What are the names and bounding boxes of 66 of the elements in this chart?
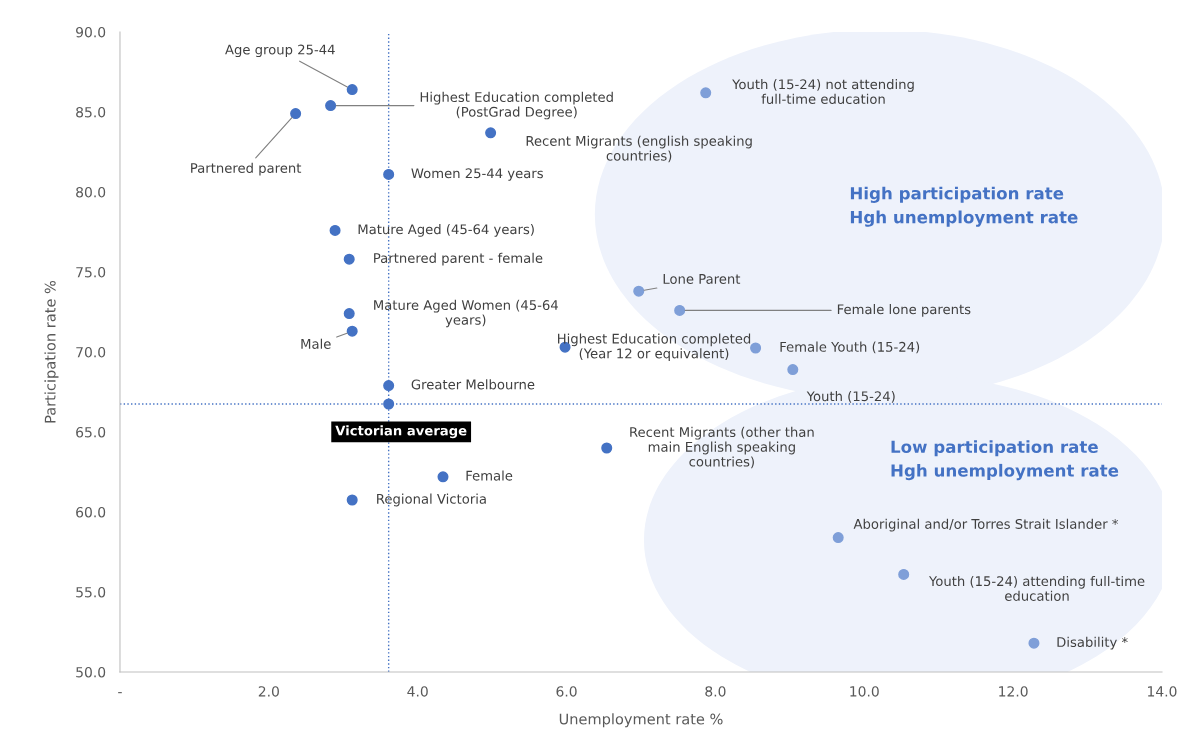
y-tick-label: 55.0 (76, 586, 106, 598)
x-tick-label: - (118, 692, 122, 694)
y-tick-label: 75.0 (76, 266, 106, 278)
annotation: Lone Parent (663, 274, 741, 284)
point (383, 168, 395, 180)
annotation: Youth (15-24) attending full-time education (928, 575, 1145, 601)
annotation: Male (301, 338, 331, 349)
point (674, 304, 686, 316)
annotation: Highest Education completed (Year 12 or equivalent) (558, 333, 751, 361)
point (898, 568, 910, 580)
x-tick-label: 12.0 (999, 686, 1028, 697)
point (290, 108, 302, 120)
point (343, 253, 355, 265)
point (832, 532, 844, 544)
y-tick-label: 80.0 (76, 186, 106, 198)
point (700, 87, 712, 99)
annotation: Victorian average (335, 425, 467, 439)
x-tick-label: 8.0 (705, 686, 726, 697)
annotation: Recent Migrants (other than main English speaking countries) (630, 426, 814, 469)
annotation: Low participation rate Hgh unemployment rate (891, 440, 1119, 481)
y-tick-label: 65.0 (76, 426, 106, 438)
annotation: Regional Victoria (377, 493, 486, 507)
x-tick-label: 6.0 (556, 686, 577, 697)
point (787, 364, 799, 376)
point (346, 494, 358, 506)
x-tick-label: 10.0 (850, 686, 879, 697)
annotation: Greater Melbourne (411, 379, 535, 390)
point (346, 84, 358, 96)
y-axis-title: Participation rate % (44, 280, 59, 423)
y-tick-label: 70.0 (76, 346, 106, 358)
point (329, 224, 341, 236)
point (750, 342, 762, 354)
annotation: Age group 25-44 (225, 44, 335, 58)
annotation: Mature Aged (45-64 years) (358, 224, 534, 237)
x-tick-label: 14.0 (1148, 686, 1177, 697)
annotation: Female lone parents (837, 304, 971, 317)
point (383, 380, 395, 392)
x-tick-label: 2.0 (258, 686, 279, 697)
annotation: Partnered parent - female (374, 252, 543, 266)
y-tick-label: 50.0 (76, 666, 106, 678)
annotation: Mature Aged Women (45-64 years) (374, 299, 558, 328)
annotation: Highest Education completed (PostGrad Degree) (420, 91, 613, 120)
y-tick-label: 90.0 (76, 26, 106, 38)
x-tick-label: 4.0 (407, 686, 428, 697)
x-axis-title: Unemployment rate % (559, 713, 723, 728)
point (437, 471, 449, 483)
annotation: Female Youth (15-24) (780, 341, 920, 354)
annotation: Aboriginal and/or Torres Strait Islander * (853, 518, 1119, 532)
annotation: Partnered parent (191, 162, 302, 176)
annotation: Youth (15-24) (806, 390, 895, 403)
annotation: Female (466, 470, 513, 481)
point (346, 325, 358, 337)
annotation: Recent Migrants (english speaking countries) (526, 135, 752, 163)
point (383, 398, 395, 410)
annotation: High participation rate Hgh unemployment rate (850, 186, 1078, 227)
y-tick-label: 60.0 (76, 506, 106, 518)
point (1028, 637, 1040, 649)
annotation: Youth (15-24) not attending full-time education (732, 79, 914, 104)
point (343, 308, 355, 320)
point (601, 442, 613, 454)
annotation: Women 25-44 years (411, 168, 543, 181)
point (325, 100, 337, 112)
annotation: Disability * (1057, 636, 1128, 650)
point (485, 127, 497, 139)
point (633, 285, 645, 297)
y-tick-label: 85.0 (76, 106, 106, 118)
